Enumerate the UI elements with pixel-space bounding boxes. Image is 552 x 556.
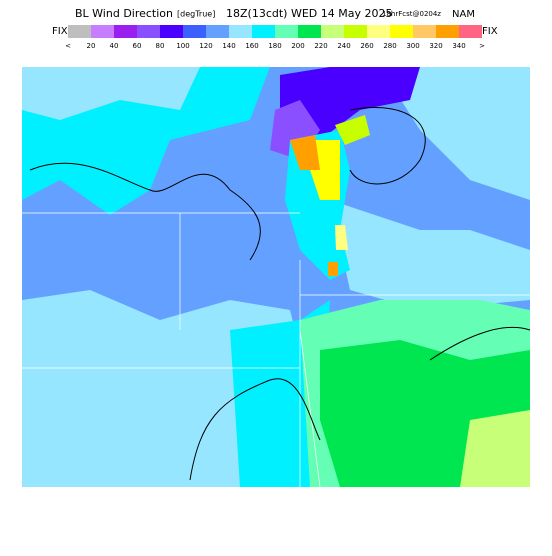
legend-label: 20 [87,42,96,50]
legend-label: > [479,42,485,50]
forecast: 18hrFcst@0204z [382,10,441,18]
legend-swatch [390,25,413,38]
region [22,67,200,120]
legend-swatch [114,25,137,38]
legend-label: 320 [429,42,442,50]
legend-swatch [413,25,436,38]
legend-swatch [91,25,114,38]
legend-left-label: FIX [52,26,68,37]
legend-label: 300 [406,42,419,50]
region [290,135,320,170]
region [330,200,530,310]
region [335,225,348,250]
region [328,262,338,276]
legend-label: 260 [360,42,373,50]
legend-label: 80 [156,42,165,50]
legend-swatch [367,25,390,38]
legend-label: 40 [110,42,119,50]
legend-swatch [275,25,298,38]
region [460,410,530,487]
state-borders [22,212,530,488]
region [22,290,300,487]
legend-swatch [183,25,206,38]
units: [degTrue] [177,10,215,19]
contours [29,106,531,481]
valid-time: 18Z(13cdt) WED 14 May 2025 [226,7,392,20]
legend-swatch [436,25,459,38]
map [22,67,531,488]
legend-label: 120 [199,42,212,50]
legend-swatch [344,25,367,38]
legend-right-label: FIX [482,26,498,37]
legend-swatch [252,25,275,38]
legend-swatch [229,25,252,38]
legend-swatch [160,25,183,38]
legend-label: 280 [383,42,396,50]
legend-swatch [298,25,321,38]
legend-label: 140 [222,42,235,50]
legend-label: 60 [133,42,142,50]
legend-swatch [137,25,160,38]
legend-label: 200 [291,42,304,50]
legend-swatch [459,25,482,38]
legend-swatch [68,25,91,38]
legend: <20 40 60 80 100 120 140 160 180 200 220 240 260 280 3… [65,25,485,50]
legend-label: 220 [314,42,327,50]
region [380,67,530,200]
legend-label: 100 [176,42,189,50]
legend-swatch [206,25,229,38]
region [335,115,370,145]
legend-swatch [321,25,344,38]
legend-label: 180 [268,42,281,50]
title: BL Wind Direction [75,7,173,20]
legend-label: 240 [337,42,350,50]
legend-label: 160 [245,42,258,50]
legend-label: 340 [452,42,465,50]
model: NAM [452,9,475,20]
legend-label: < [65,42,71,50]
